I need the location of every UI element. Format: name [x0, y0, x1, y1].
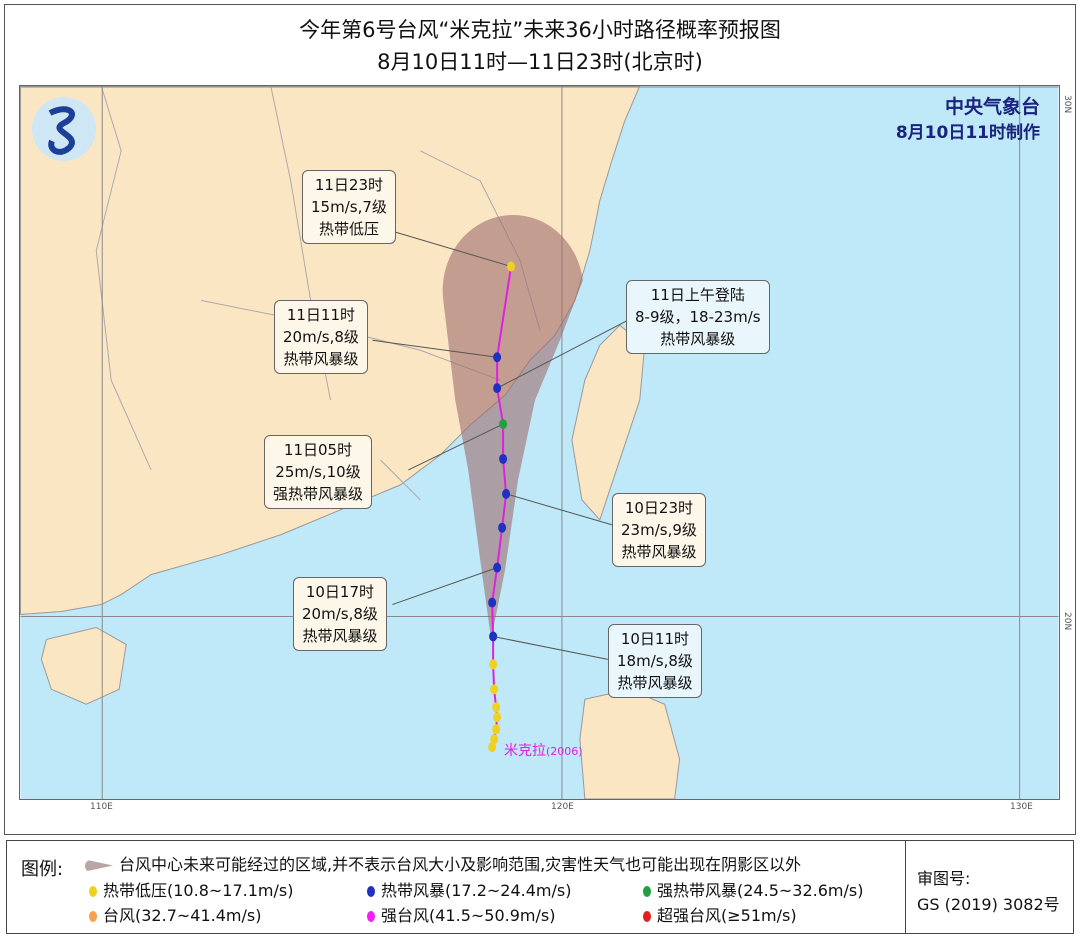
- typhoon-track-map: [19, 85, 1060, 800]
- luzon-island: [579, 688, 681, 799]
- map-subtitle: 8月10日11时—11日23时(北京时): [377, 50, 703, 74]
- probability-cone: [442, 214, 583, 640]
- ts-icon: [367, 886, 375, 897]
- cma-logo: [32, 97, 96, 161]
- agency-name: 中央气象台: [944, 96, 1040, 118]
- lon-label-110e: 110E: [90, 802, 113, 812]
- cone-icon: [85, 859, 113, 872]
- track-point: [493, 383, 502, 394]
- track-point: [493, 352, 502, 363]
- annotation-box: 10日23时 23m/s,9级 热带风暴级: [612, 493, 706, 567]
- review-number: GS (2019) 3082号: [917, 895, 1060, 914]
- track-point: [492, 724, 501, 735]
- lon-label-120e: 120E: [551, 802, 574, 812]
- ty-icon: [89, 911, 97, 922]
- lon-label-130e: 130E: [1010, 802, 1033, 812]
- typhoon-name-label: 米克拉(2006): [504, 743, 583, 759]
- annotation-box: 11日上午登陆 8-9级，18-23m/s 热带风暴级: [626, 280, 770, 354]
- track-point: [493, 562, 502, 573]
- track-point: [499, 453, 508, 464]
- track-point: [489, 631, 498, 642]
- td-icon: [89, 886, 97, 897]
- track-point: [502, 488, 511, 499]
- track-point: [488, 597, 497, 608]
- taiwan-island: [571, 324, 646, 521]
- legend-ty: 台风(32.7~41.4m/s): [89, 902, 261, 926]
- track-point: [489, 659, 498, 670]
- legend-sts: 强热带风暴(24.5~32.6m/s): [643, 877, 863, 901]
- track-point: [490, 734, 499, 745]
- track-point: [499, 419, 508, 430]
- track-point: [492, 702, 501, 713]
- legend-title: 图例:: [21, 859, 64, 880]
- superty-icon: [643, 911, 651, 922]
- sty-icon: [367, 911, 375, 922]
- track-point: [488, 742, 497, 753]
- track-point: [490, 684, 499, 695]
- review-label: 审图号:: [917, 869, 971, 888]
- sts-icon: [643, 886, 651, 897]
- legend-ts: 热带风暴(17.2~24.4m/s): [367, 877, 571, 901]
- annotation-box: 10日17时 20m/s,8级 热带风暴级: [293, 577, 387, 651]
- annotation-box: 11日05时 25m/s,10级 强热带风暴级: [264, 435, 373, 509]
- legend-sty: 强台风(41.5~50.9m/s): [367, 902, 555, 926]
- track-point: [507, 261, 516, 272]
- track-point: [498, 522, 507, 533]
- legend-td: 热带低压(10.8~17.1m/s): [89, 877, 293, 901]
- legend-cone: 台风中心未来可能经过的区域,并不表示台风大小及影响范围,灾害性天气也可能出现在阴…: [85, 851, 801, 875]
- annotation-leaders: [372, 230, 628, 660]
- map-frame: [4, 4, 1076, 835]
- legend: 图例: 台风中心未来可能经过的区域,并不表示台风大小及影响范围,灾害性天气也可能…: [6, 840, 1074, 934]
- forecast-track: [491, 266, 513, 637]
- track-point: [493, 712, 502, 723]
- made-time: 8月10日11时制作: [895, 123, 1040, 143]
- graticule: [20, 86, 1059, 799]
- lat-label-30n: 30N: [1062, 95, 1072, 114]
- annotation-box: 11日11时 20m/s,8级 热带风暴级: [274, 300, 368, 374]
- lat-label-20n: 20N: [1062, 612, 1072, 631]
- annotation-box: 11日23时 15m/s,7级 热带低压: [302, 170, 396, 244]
- annotation-box: 10日11时 18m/s,8级 热带风暴级: [608, 624, 702, 698]
- map-title: 今年第6号台风“米克拉”未来36小时路径概率预报图: [299, 18, 781, 42]
- legend-superty: 超强台风(≥51m/s): [643, 902, 797, 926]
